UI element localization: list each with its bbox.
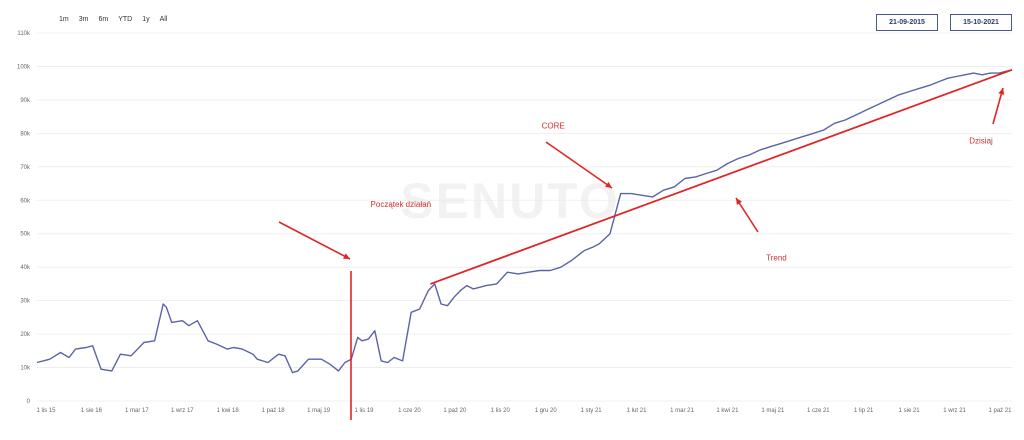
x-tick-label: 1 kwi 18 (217, 408, 240, 414)
range-all-button[interactable]: All (157, 14, 171, 25)
range-3m-button[interactable]: 3m (76, 14, 92, 25)
x-tick-label: 1 mar 17 (125, 408, 149, 414)
y-tick-label: 20k (20, 332, 31, 338)
watermark-logo: SENUTO (400, 173, 619, 229)
range-ytd-button[interactable]: YTD (115, 14, 135, 25)
x-tick-label: 1 lis 19 (354, 408, 374, 414)
x-tick-label: 1 sie 16 (81, 408, 103, 414)
series-line (36, 69, 1013, 374)
x-tick-label: 1 lip 21 (854, 408, 874, 414)
annotation-label: Początek działań (371, 200, 431, 209)
x-tick-label: 1 kwi 21 (716, 408, 739, 414)
x-tick-label: 1 maj 21 (761, 408, 785, 414)
start-arrow (278, 221, 351, 260)
date-from-input[interactable]: 21-09-2015 (876, 14, 938, 31)
x-tick-label: 1 mar 21 (670, 408, 694, 414)
x-tick-label: 1 wrz 21 (943, 408, 966, 414)
annotation-label: CORE (542, 121, 565, 130)
core-arrow (545, 141, 613, 189)
core-arrow-head (605, 181, 612, 188)
y-tick-label: 10k (20, 366, 31, 372)
x-tick-label: 1 paź 18 (262, 408, 286, 414)
x-tick-label: 1 wrz 17 (171, 408, 194, 414)
today-arrow-head (998, 88, 1005, 95)
x-tick-label: 1 maj 19 (307, 408, 331, 414)
trend-arrow-head (736, 198, 742, 205)
y-tick-label: 40k (20, 265, 31, 271)
annotation-label: Dzisiaj (969, 136, 993, 145)
x-tick-label: 1 sty 21 (581, 408, 603, 414)
x-tick-label: 1 sie 21 (899, 408, 921, 414)
y-tick-label: 0 (27, 399, 31, 405)
trend-line (430, 68, 1013, 285)
y-tick-label: 30k (20, 299, 31, 305)
y-tick-label: 60k (20, 198, 31, 204)
y-tick-label: 70k (20, 165, 31, 171)
range-6m-button[interactable]: 6m (95, 14, 111, 25)
x-tick-label: 1 paź 20 (443, 408, 467, 414)
x-tick-label: 1 lis 20 (491, 408, 511, 414)
date-to-input[interactable]: 15-10-2021 (950, 14, 1012, 31)
y-tick-label: 90k (20, 98, 31, 104)
y-tick-label: 50k (20, 232, 31, 238)
x-tick-label: 1 lut 21 (627, 408, 647, 414)
y-tick-label: 80k (20, 131, 31, 137)
y-tick-label: 100k (17, 64, 31, 70)
range-1m-button[interactable]: 1m (56, 14, 72, 25)
x-tick-label: 1 lis 15 (36, 408, 56, 414)
x-tick-label: 1 cze 20 (398, 408, 421, 414)
range-selector: 1m 3m 6m YTD 1y All (56, 14, 170, 25)
trend-arrow (735, 197, 759, 233)
y-tick-label: 110k (17, 31, 31, 37)
x-tick-label: 1 paź 21 (988, 408, 1012, 414)
annotation-label: Trend (766, 253, 787, 262)
start-arrow-head (343, 253, 350, 259)
x-tick-label: 1 gru 20 (535, 408, 558, 414)
range-1y-button[interactable]: 1y (139, 14, 152, 25)
x-tick-label: 1 cze 21 (807, 408, 830, 414)
